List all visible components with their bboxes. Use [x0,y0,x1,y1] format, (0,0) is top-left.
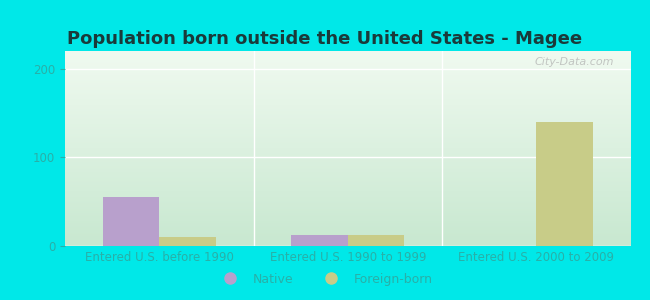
Bar [291,236,348,246]
Bar [103,197,159,246]
Bar [348,236,404,246]
Bar [536,122,593,246]
Text: City-Data.com: City-Data.com [534,57,614,67]
Legend: Native, Foreign-born: Native, Foreign-born [213,268,437,291]
Bar [159,237,216,246]
Text: Population born outside the United States - Magee: Population born outside the United State… [68,30,582,48]
